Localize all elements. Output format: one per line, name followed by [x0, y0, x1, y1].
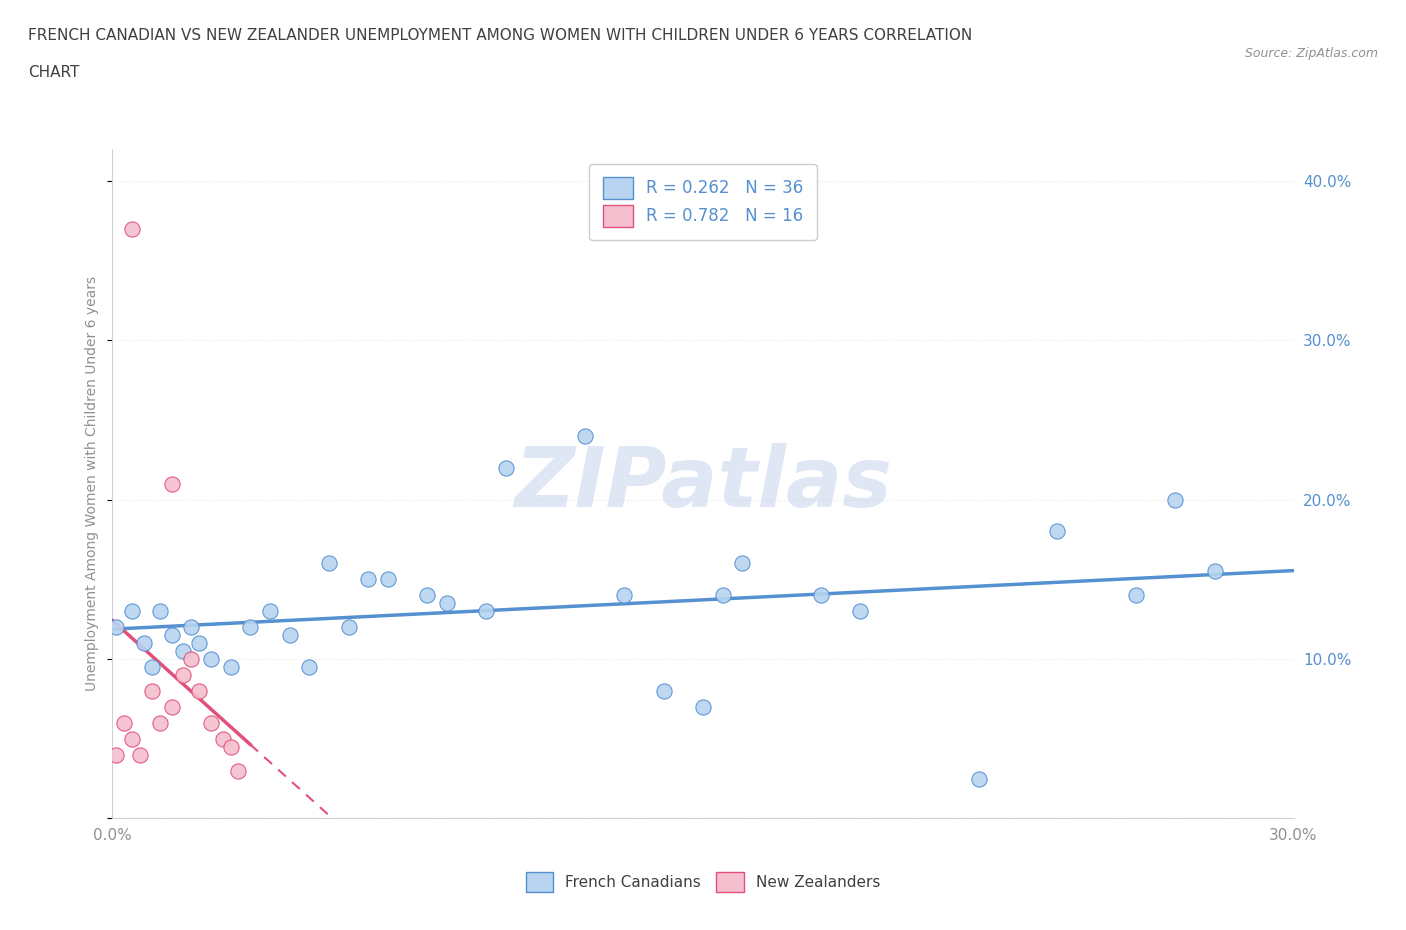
Point: [129, 747, 152, 762]
Point: [613, 588, 636, 603]
Point: [337, 619, 360, 634]
Point: [357, 572, 380, 587]
Point: [849, 604, 872, 618]
Point: [172, 644, 194, 658]
Point: [652, 684, 675, 698]
Point: [475, 604, 498, 618]
Legend: French Canadians, New Zealanders: French Canadians, New Zealanders: [519, 866, 887, 897]
Point: [239, 619, 262, 634]
Point: [121, 731, 143, 746]
Point: [810, 588, 832, 603]
Point: [188, 684, 211, 698]
Point: [211, 731, 233, 746]
Point: [259, 604, 281, 618]
Point: [141, 659, 163, 674]
Point: [377, 572, 399, 587]
Point: [149, 604, 172, 618]
Text: Source: ZipAtlas.com: Source: ZipAtlas.com: [1244, 46, 1378, 60]
Point: [160, 699, 183, 714]
Point: [318, 556, 340, 571]
Point: [495, 460, 517, 475]
Point: [228, 764, 250, 778]
Point: [112, 715, 135, 730]
Point: [967, 771, 990, 786]
Point: [121, 604, 143, 618]
Point: [141, 684, 163, 698]
Point: [1204, 564, 1226, 578]
Text: CHART: CHART: [28, 65, 80, 80]
Point: [711, 588, 734, 603]
Point: [160, 628, 183, 643]
Point: [436, 596, 458, 611]
Point: [200, 652, 222, 667]
Point: [121, 221, 143, 236]
Y-axis label: Unemployment Among Women with Children Under 6 years: Unemployment Among Women with Children U…: [84, 276, 98, 691]
Text: FRENCH CANADIAN VS NEW ZEALANDER UNEMPLOYMENT AMONG WOMEN WITH CHILDREN UNDER 6 : FRENCH CANADIAN VS NEW ZEALANDER UNEMPLO…: [28, 28, 973, 43]
Point: [1046, 524, 1069, 538]
Point: [180, 619, 202, 634]
Point: [1125, 588, 1147, 603]
Point: [574, 429, 596, 444]
Point: [160, 476, 183, 491]
Point: [105, 747, 128, 762]
Point: [180, 652, 202, 667]
Point: [298, 659, 321, 674]
Point: [1164, 492, 1187, 507]
Point: [132, 635, 155, 650]
Point: [200, 715, 222, 730]
Point: [172, 668, 194, 683]
Point: [219, 659, 242, 674]
Point: [149, 715, 172, 730]
Point: [105, 619, 128, 634]
Point: [416, 588, 439, 603]
Point: [692, 699, 714, 714]
Point: [731, 556, 754, 571]
Point: [278, 628, 301, 643]
Point: [188, 635, 211, 650]
Text: ZIPatlas: ZIPatlas: [515, 443, 891, 525]
Point: [219, 739, 242, 754]
